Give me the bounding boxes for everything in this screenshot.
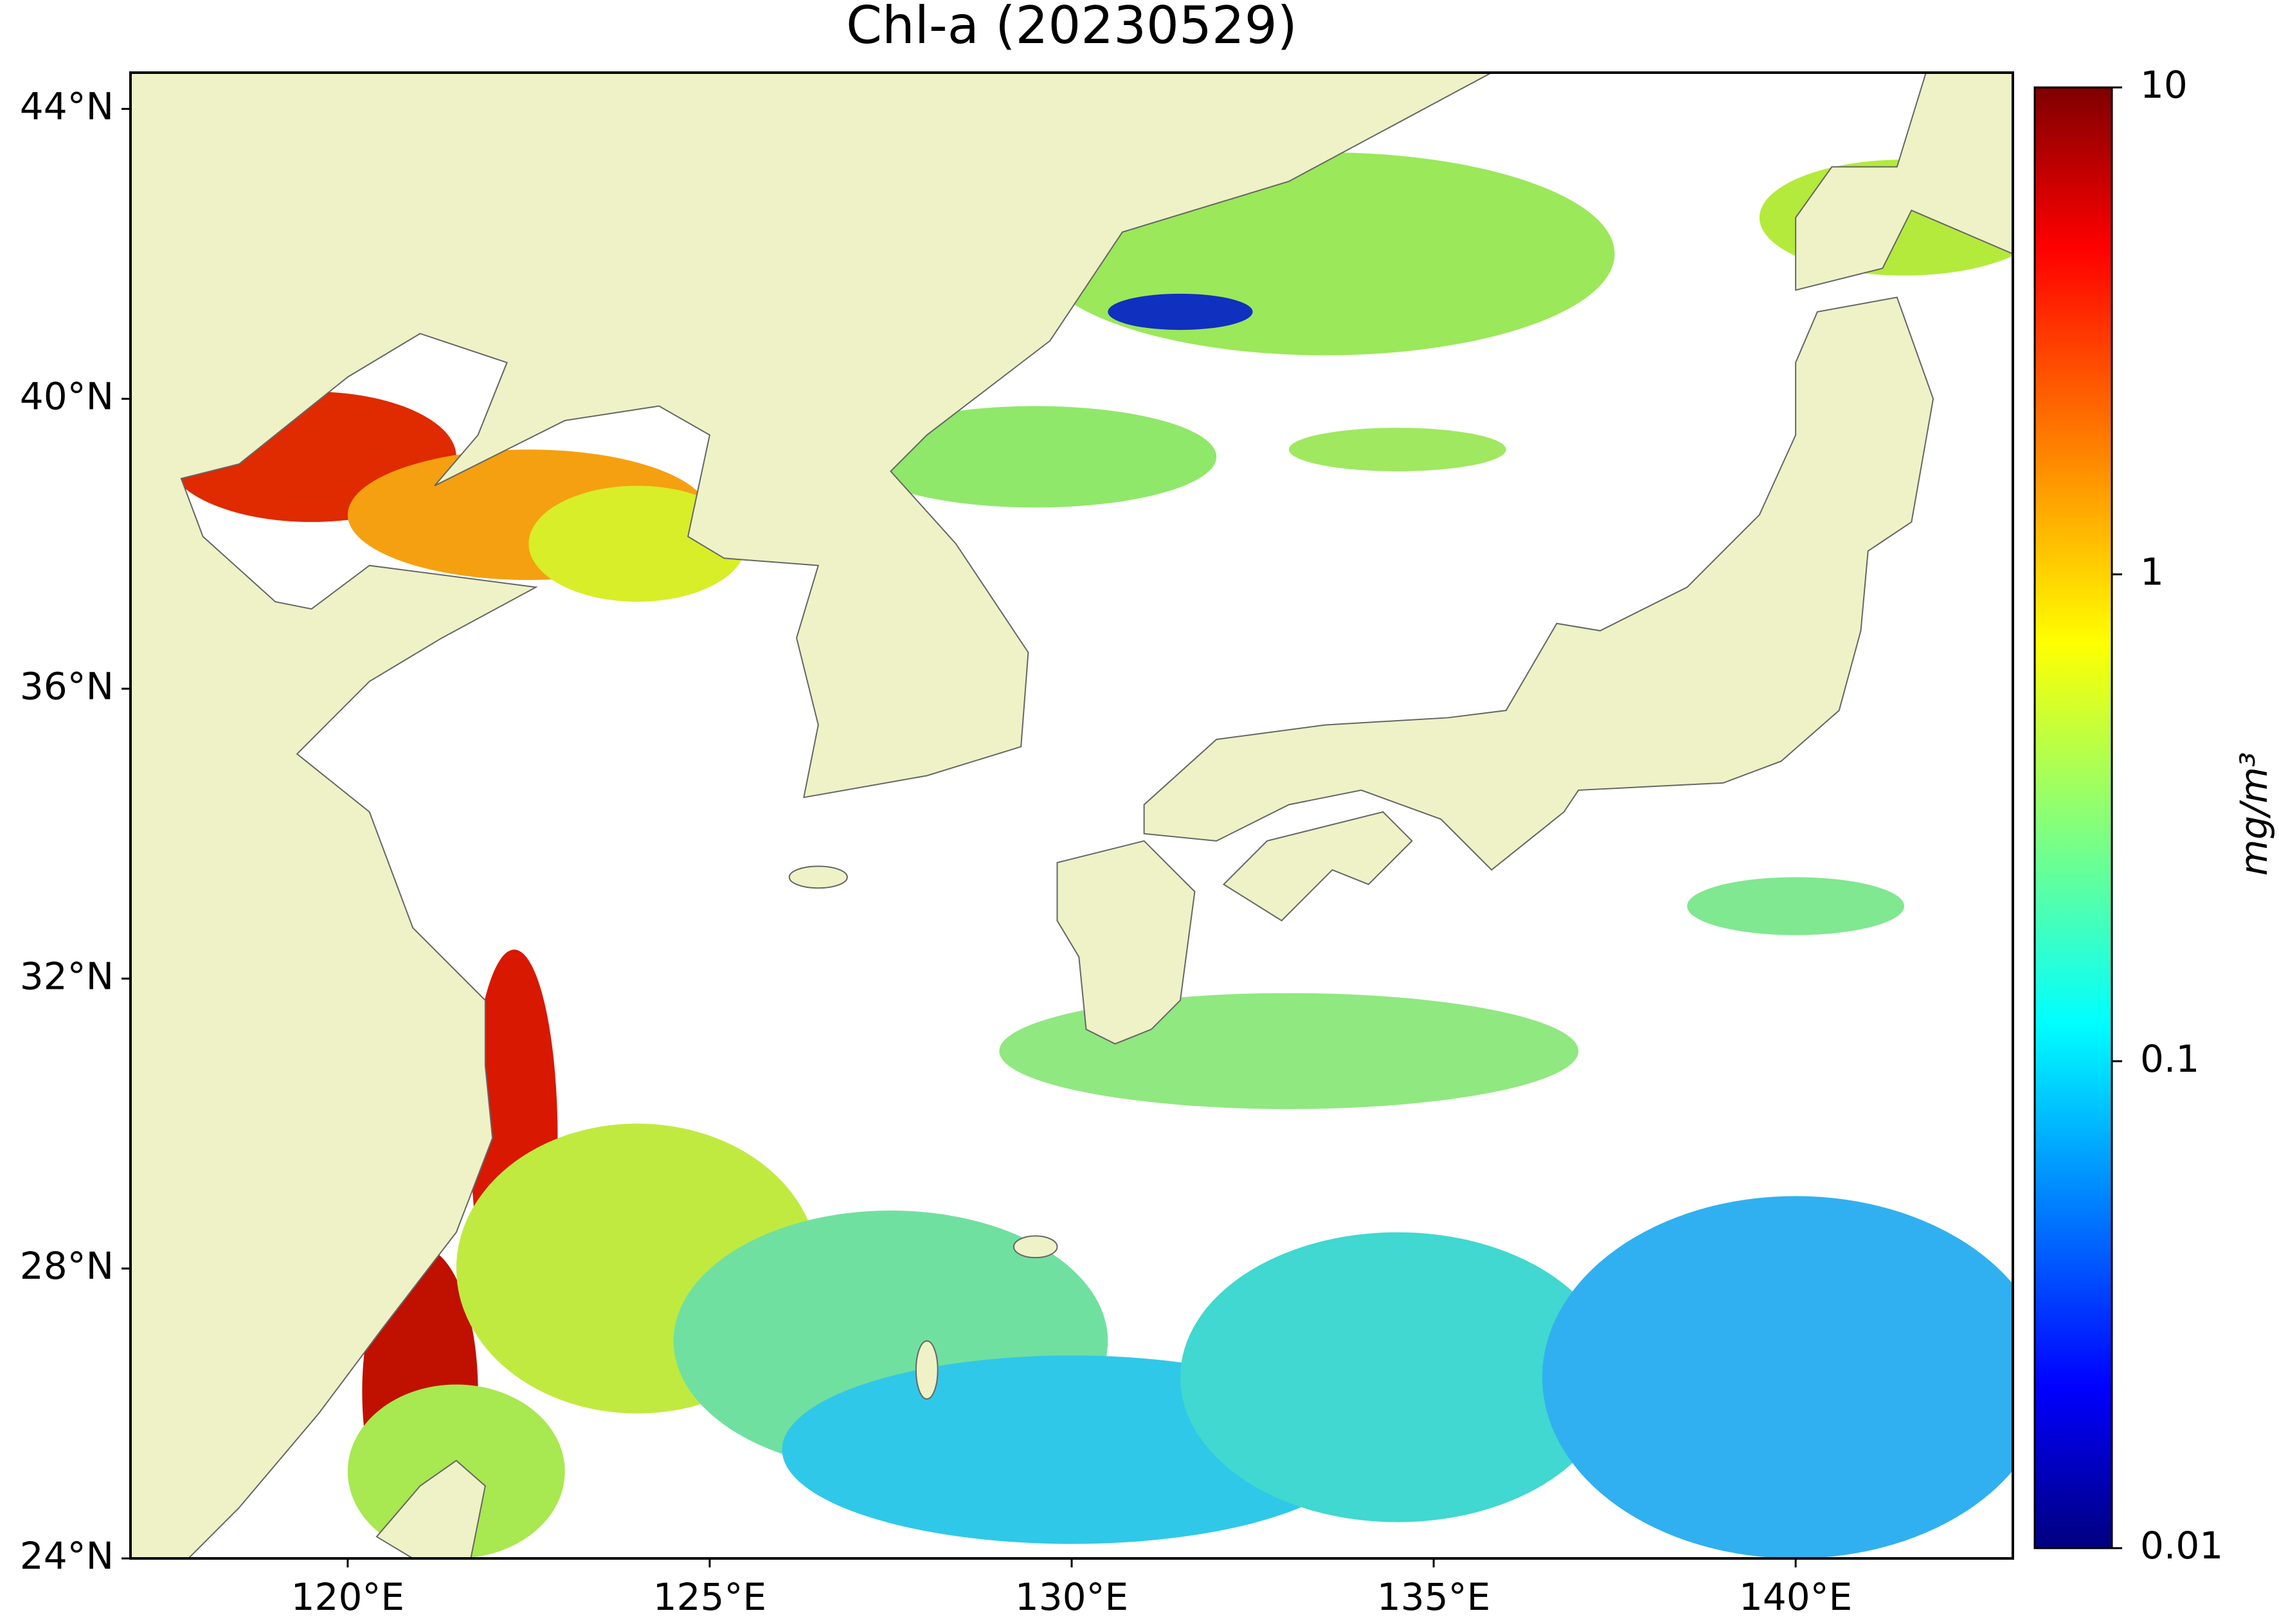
y-tick-label: 40°N [20,374,114,418]
colorbar-tick-label: 1 [2140,550,2164,593]
y-tick-label: 32°N [20,954,114,998]
colorbar-tick-label: 0.1 [2140,1037,2199,1081]
y-tick-label: 24°N [20,1534,114,1578]
colorbar [2033,86,2113,1549]
colorbar-label: mg/m³ [2232,752,2276,876]
y-tick-label: 36°N [20,664,114,708]
x-tick-label: 130°E [1015,1575,1128,1619]
x-tick-label: 125°E [653,1575,766,1619]
y-tick-label: 28°N [20,1244,114,1288]
map-title: Chl-a (20230529) [846,0,1297,55]
map-area [131,73,2013,1558]
x-tick-label: 120°E [291,1575,404,1619]
colorbar-tick-label: 10 [2140,63,2188,107]
colorbar-tick-label: 0.01 [2140,1524,2223,1567]
x-tick-label: 135°E [1377,1575,1490,1619]
y-tick-label: 44°N [20,84,114,128]
x-tick-label: 140°E [1739,1575,1852,1619]
